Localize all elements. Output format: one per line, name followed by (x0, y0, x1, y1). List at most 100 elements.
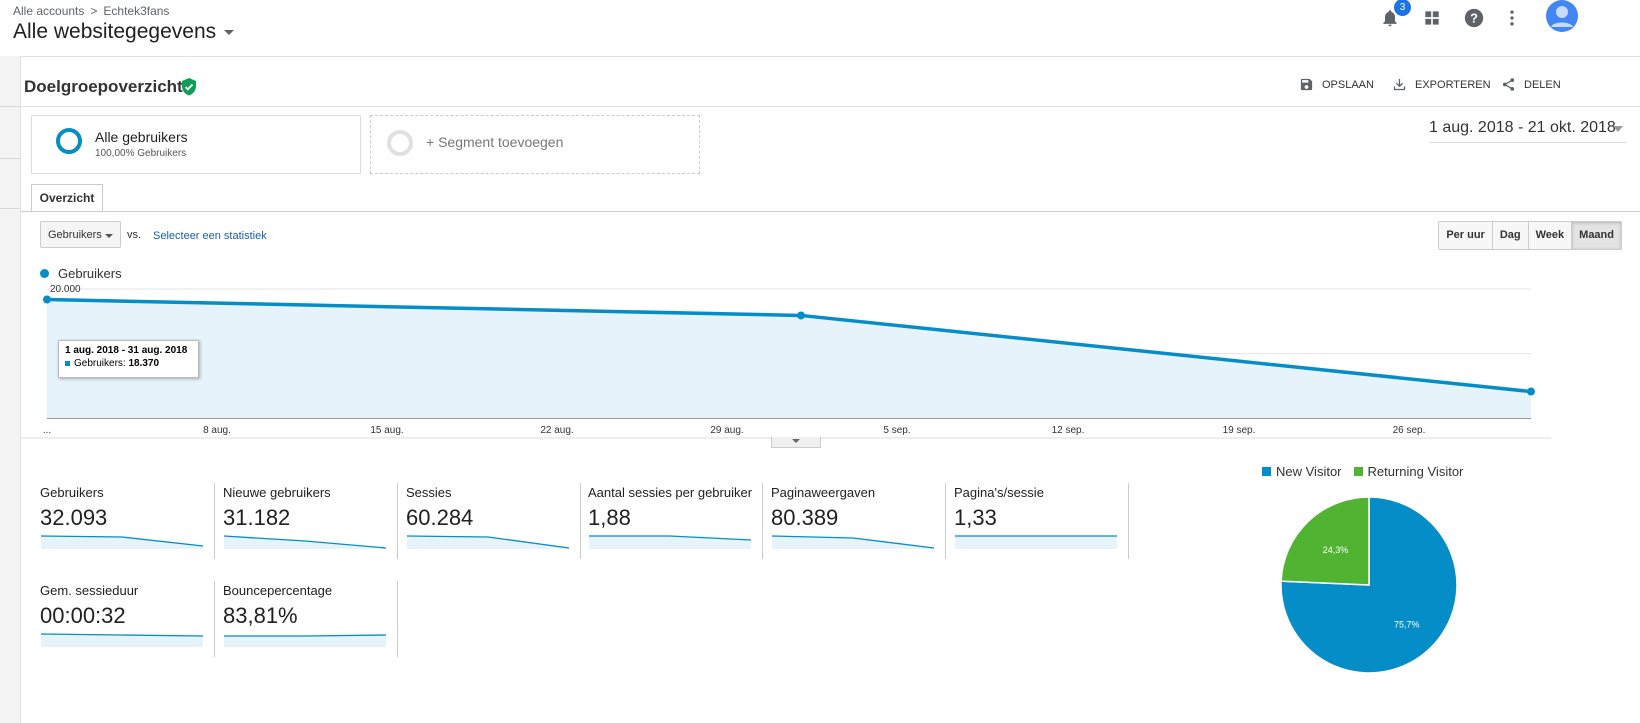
save-icon (1300, 78, 1313, 91)
series-area (47, 299, 1531, 418)
x-tick-label: 29 aug. (710, 425, 743, 436)
tooltip-value: 18.370 (128, 358, 160, 369)
series-legend-dot (40, 269, 49, 278)
select-statistic-link[interactable]: Selecteer een statistiek (153, 230, 267, 242)
pie-slice-label: 24,3% (1323, 545, 1349, 555)
legend-swatch-returning-visitor (1353, 467, 1363, 476)
sparkline-line (589, 535, 752, 541)
tooltip-series-swatch (65, 361, 70, 366)
add-segment-button[interactable]: + Segment toevoegen (370, 115, 700, 174)
metric-value: 80.389 (771, 505, 839, 530)
metric-tile[interactable]: Bouncepercentage 83,81% (223, 581, 398, 657)
share-icon (1502, 78, 1515, 91)
x-tick-label: ... (43, 425, 51, 436)
pie-slice[interactable] (1280, 496, 1370, 586)
period-per-uur-button[interactable]: Per uur (1439, 222, 1493, 249)
sparkline-area (224, 536, 386, 549)
data-point[interactable] (797, 311, 805, 320)
tooltip-label: Gebruikers: (74, 358, 126, 369)
sparkline-area (41, 634, 203, 647)
metric-sparkline (224, 634, 387, 647)
metric-value: 83,81% (223, 603, 298, 628)
verified-shield-icon (182, 78, 196, 96)
data-point[interactable] (1527, 387, 1535, 396)
metric-sparkline (223, 535, 387, 549)
apps-grid-icon (1425, 11, 1439, 25)
period-toggle: Per uur Dag Week Maand (1438, 221, 1622, 250)
svg-text:?: ? (1470, 11, 1478, 26)
avatar-icon (1546, 0, 1578, 32)
metric-label: Bouncepercentage (223, 583, 333, 598)
divider (21, 106, 1640, 107)
vs-label: vs. (127, 229, 142, 241)
metric-tile[interactable]: Sessies 60.284 (406, 483, 581, 559)
top-bar: Alle accounts > Echtek3fans Alle websitege… (0, 0, 1640, 57)
x-tick-label: 8 aug. (203, 425, 231, 436)
legend-label-new-visitor: New Visitor (1276, 464, 1342, 479)
tab-overzicht[interactable]: Overzicht (31, 184, 103, 212)
x-tick-label: 19 sep. (1223, 425, 1256, 436)
pie-slice-label: 75,7% (1394, 619, 1420, 629)
metric-tile[interactable]: Aantal sessies per gebruiker 1,88 (588, 483, 763, 559)
sparkline-area (589, 536, 751, 549)
sparkline-line (771, 535, 935, 549)
y-tick-label: 20.000 (50, 284, 81, 295)
more-options-button[interactable] (1494, 0, 1530, 36)
help-button[interactable]: ? (1456, 0, 1492, 36)
metric-tile[interactable]: Gem. sessieduur 00:00:32 (40, 581, 215, 657)
legend-swatch-new-visitor (1262, 467, 1271, 476)
metric-label: Gem. sessieduur (40, 583, 139, 598)
metric-tile[interactable]: Nieuwe gebruikers 31.182 (223, 483, 398, 559)
notifications-button[interactable]: 3 (1372, 0, 1411, 36)
segment-ring-icon (56, 128, 82, 154)
bell-icon (1383, 10, 1397, 27)
breadcrumb-accounts[interactable]: Alle accounts (13, 4, 85, 18)
segment-empty-ring-icon (387, 130, 413, 156)
metric-divider (1128, 483, 1129, 559)
metric-divider (397, 483, 398, 559)
metric-sparkline (771, 535, 935, 549)
apps-button[interactable] (1414, 0, 1450, 36)
chevron-down-icon (105, 234, 113, 238)
breadcrumb-account[interactable]: Echtek3fans (103, 4, 170, 18)
segment-percentage: 100,00% Gebruikers (95, 148, 187, 159)
metric-divider (214, 581, 215, 657)
page-title: Doelgroepoverzicht (24, 77, 183, 96)
users-line-chart: 20.00010.000...8 aug.15 aug.22 aug.29 au… (21, 284, 1551, 439)
metric-tile[interactable]: Pagina's/sessie 1,33 (954, 483, 1129, 559)
metric-dropdown[interactable]: Gebruikers (40, 221, 121, 248)
more-vert-icon (1510, 10, 1514, 26)
metric-tile[interactable]: Gebruikers 32.093 (40, 483, 215, 559)
save-label: OPSLAAN (1322, 78, 1374, 91)
sparkline-line (223, 535, 387, 549)
report-content: Doelgroepoverzicht OPSLAAN EXPORTEREN DE… (21, 57, 1640, 723)
share-button[interactable]: DELEN (1501, 77, 1561, 92)
download-icon (1393, 78, 1406, 91)
metric-tile[interactable]: Paginaweergaven 80.389 (771, 483, 946, 559)
add-segment-label: + Segment toevoegen (426, 134, 564, 150)
metric-label: Paginaweergaven (771, 485, 876, 500)
sparkline-area (407, 536, 569, 549)
metric-sparkline (955, 535, 1117, 549)
account-button[interactable] (1544, 0, 1580, 34)
chevron-down-icon (1613, 126, 1623, 132)
period-dag-button[interactable]: Dag (1492, 222, 1529, 249)
export-button[interactable]: EXPORTEREN (1392, 77, 1491, 92)
metric-divider (762, 483, 763, 559)
property-selector[interactable]: Alle websitegegevens (13, 20, 235, 44)
x-tick-label: 26 sep. (1393, 425, 1426, 436)
sidebar-collapsed (0, 56, 21, 723)
metric-dropdown-value: Gebruikers (48, 229, 102, 241)
sparkline-line (40, 633, 204, 637)
chart-tooltip: 1 aug. 2018 - 31 aug. 2018 Gebruikers: 1… (58, 340, 199, 378)
period-week-button[interactable]: Week (1528, 222, 1573, 249)
chart-expand-handle[interactable] (771, 437, 821, 448)
segment-card-all-users[interactable]: Alle gebruikers 100,00% Gebruikers (31, 115, 361, 174)
date-range-picker[interactable]: 1 aug. 2018 - 21 okt. 2018 (1429, 119, 1627, 143)
save-button[interactable]: OPSLAAN (1299, 77, 1374, 92)
metric-sparkline (406, 535, 570, 549)
data-point[interactable] (43, 295, 51, 304)
period-maand-button[interactable]: Maand (1572, 222, 1621, 249)
metric-divider (397, 581, 398, 657)
sparkline-line (406, 535, 570, 549)
